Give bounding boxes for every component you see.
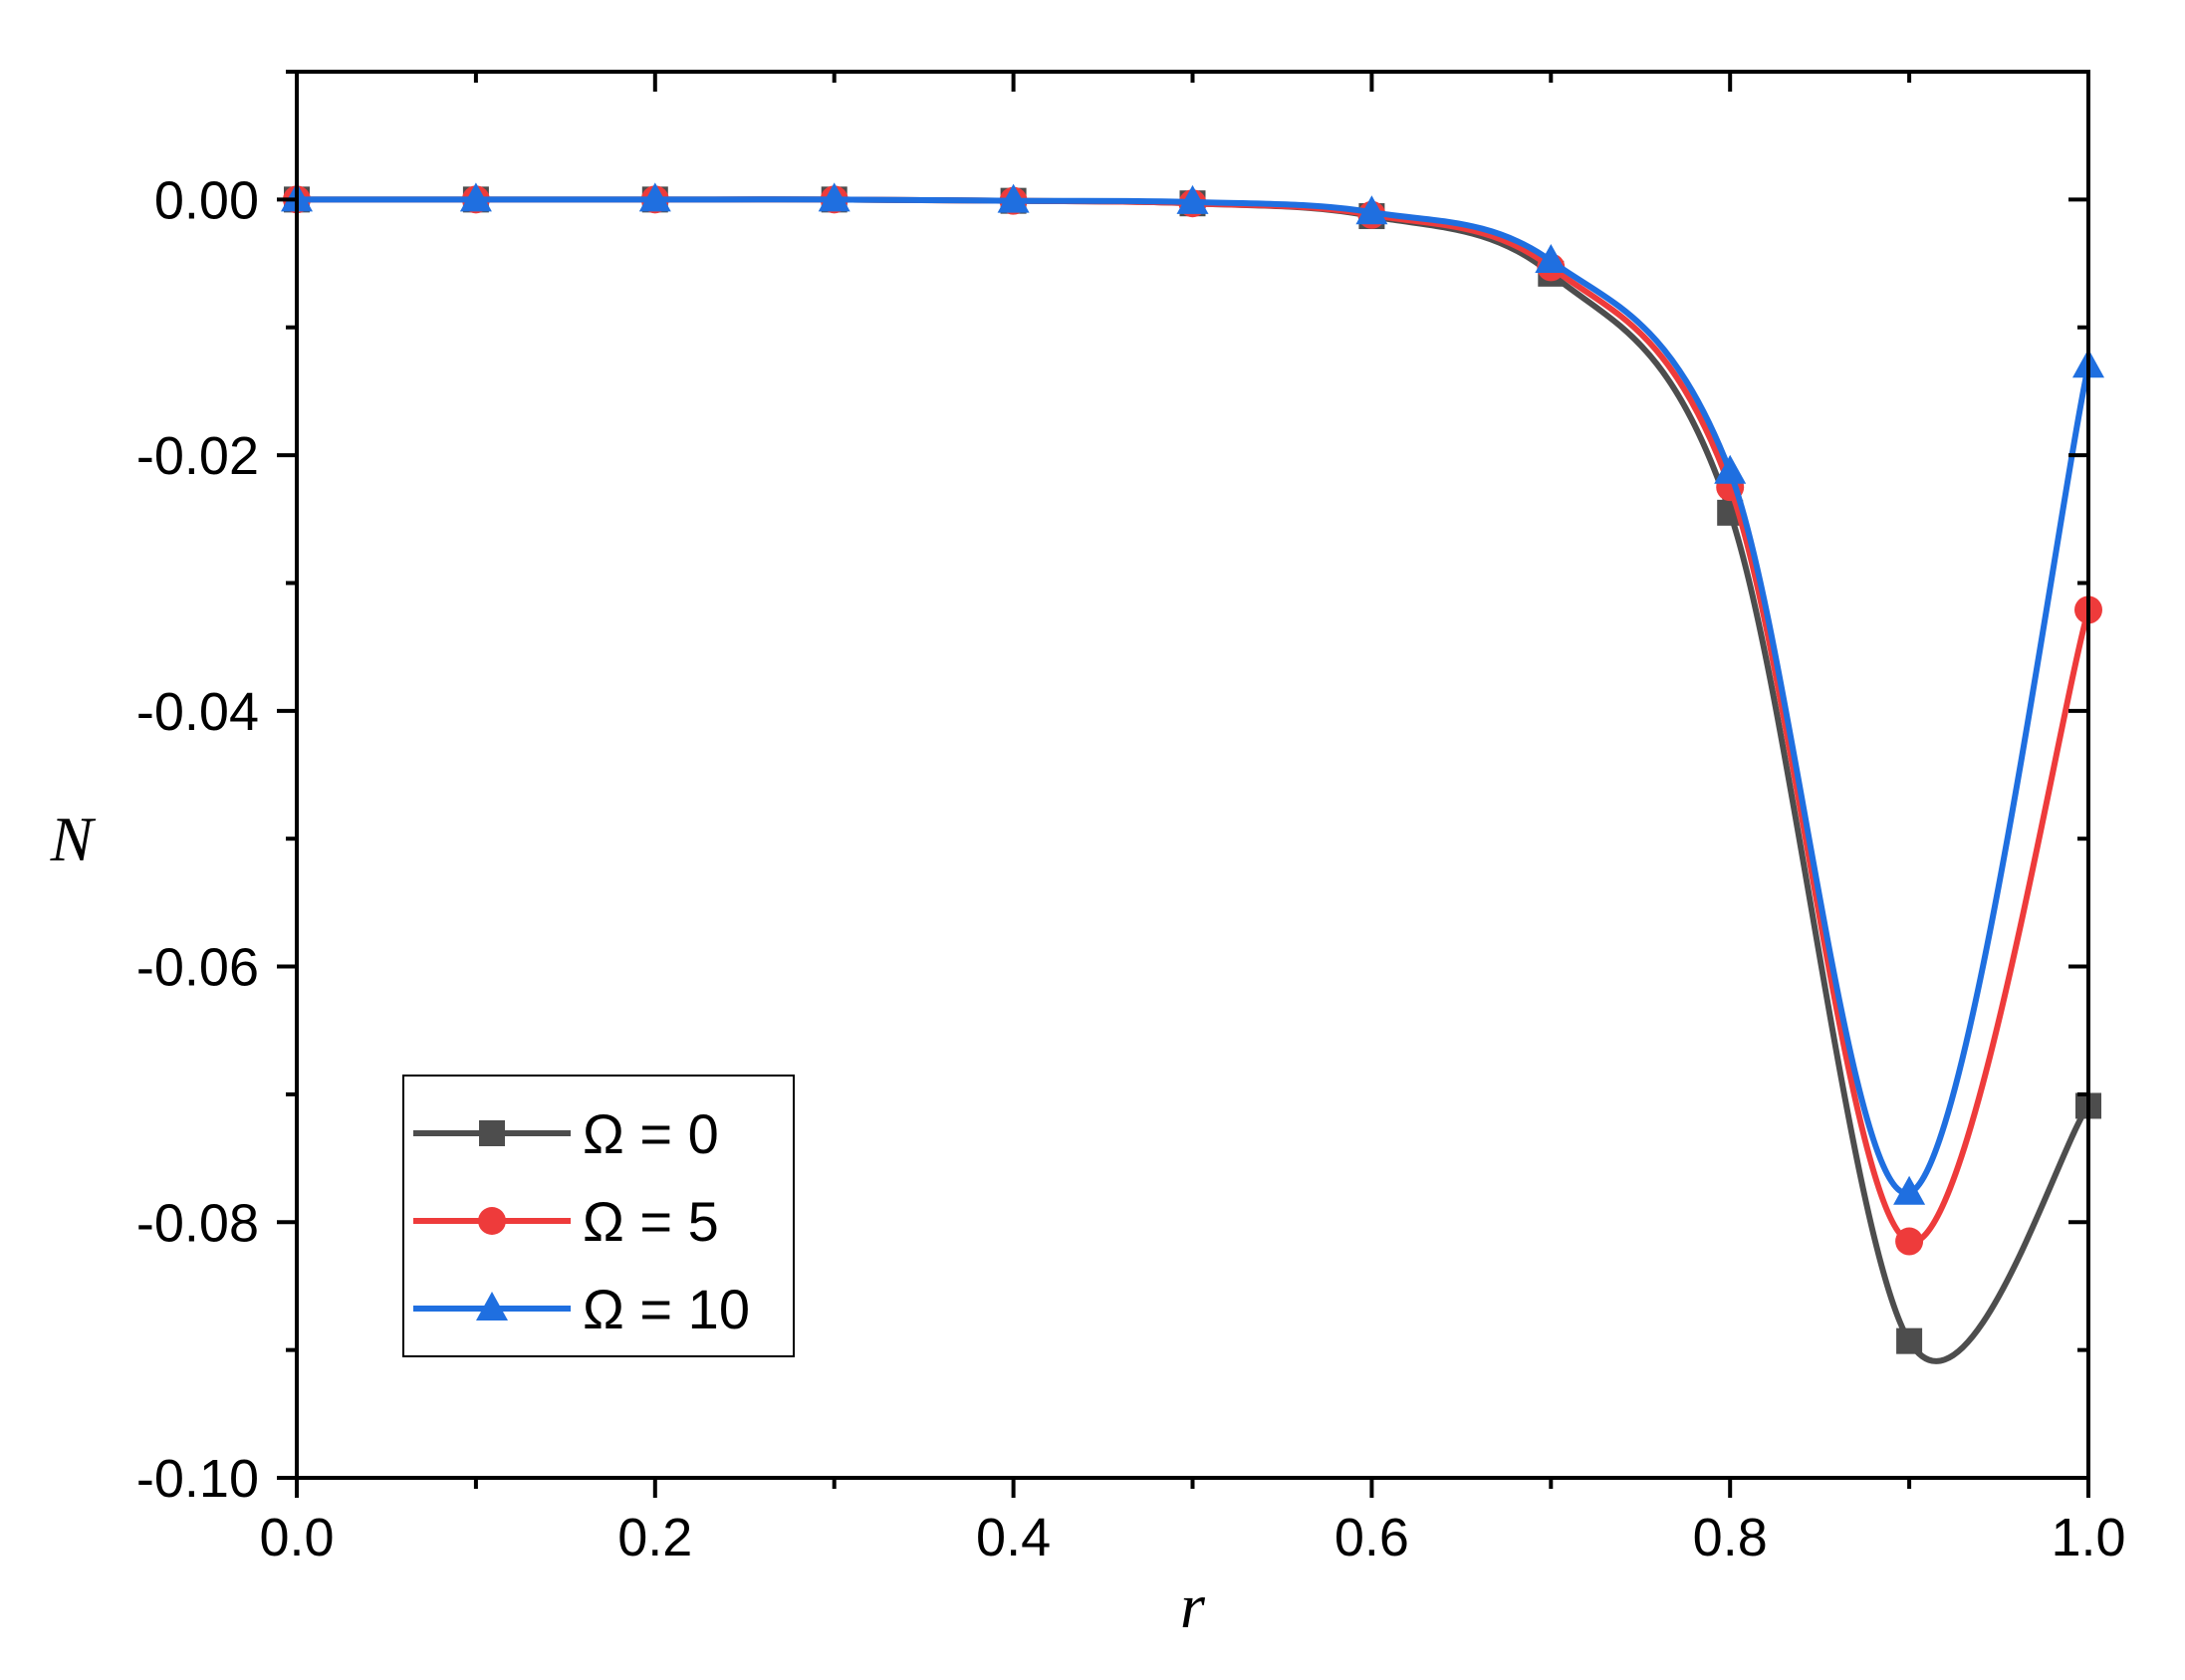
legend-item: Ω = 10 [413, 1278, 750, 1340]
data-point [1535, 243, 1568, 273]
legend-item: Ω = 5 [413, 1190, 719, 1253]
legend-item: Ω = 0 [413, 1102, 719, 1165]
legend-label: Ω = 10 [583, 1278, 750, 1340]
x-tick-label: 0.4 [976, 1508, 1051, 1567]
x-tick-label: 0.6 [1335, 1508, 1409, 1567]
ticks-layer: 0.0 0.2 0.4 0.6 0.8 1.0 0.00 -0.02 -0.04 -0.06 -0.… [136, 70, 2126, 1567]
data-point [997, 183, 1030, 213]
x-tick-label: 0.0 [259, 1508, 334, 1567]
legend-marker [476, 1292, 508, 1320]
legend-marker [479, 1120, 505, 1146]
y-tick-label: -0.02 [136, 426, 259, 486]
series-layer [281, 182, 2104, 1364]
y-tick-label: -0.10 [136, 1449, 259, 1509]
y-tick-label: 0.00 [154, 170, 259, 230]
legend: Ω = 0 Ω = 5 Ω = 10 [402, 1075, 795, 1357]
x-tick-label: 0.2 [617, 1508, 692, 1567]
y-tick-label: -0.06 [136, 938, 259, 998]
x-tick-label: 1.0 [2051, 1508, 2125, 1567]
legend-label: Ω = 5 [583, 1190, 719, 1253]
data-point [638, 182, 671, 212]
x-axis-title: r [1180, 1570, 1206, 1641]
data-point [1896, 1327, 1923, 1354]
x-tick-label: 0.8 [1693, 1508, 1768, 1567]
y-tick-label: -0.08 [136, 1193, 259, 1253]
data-point [459, 182, 492, 212]
series-line [296, 196, 2091, 1196]
y-tick-label: -0.04 [136, 682, 259, 742]
series-2 [281, 182, 2104, 1205]
data-point [818, 182, 850, 212]
y-axis-title: N [50, 804, 97, 874]
data-point [1176, 184, 1209, 214]
legend-label: Ω = 0 [583, 1102, 719, 1165]
legend-marker [478, 1207, 506, 1235]
data-point [1895, 1227, 1924, 1256]
data-point [1355, 195, 1388, 225]
data-point [1714, 454, 1747, 484]
data-point [1893, 1175, 1926, 1205]
